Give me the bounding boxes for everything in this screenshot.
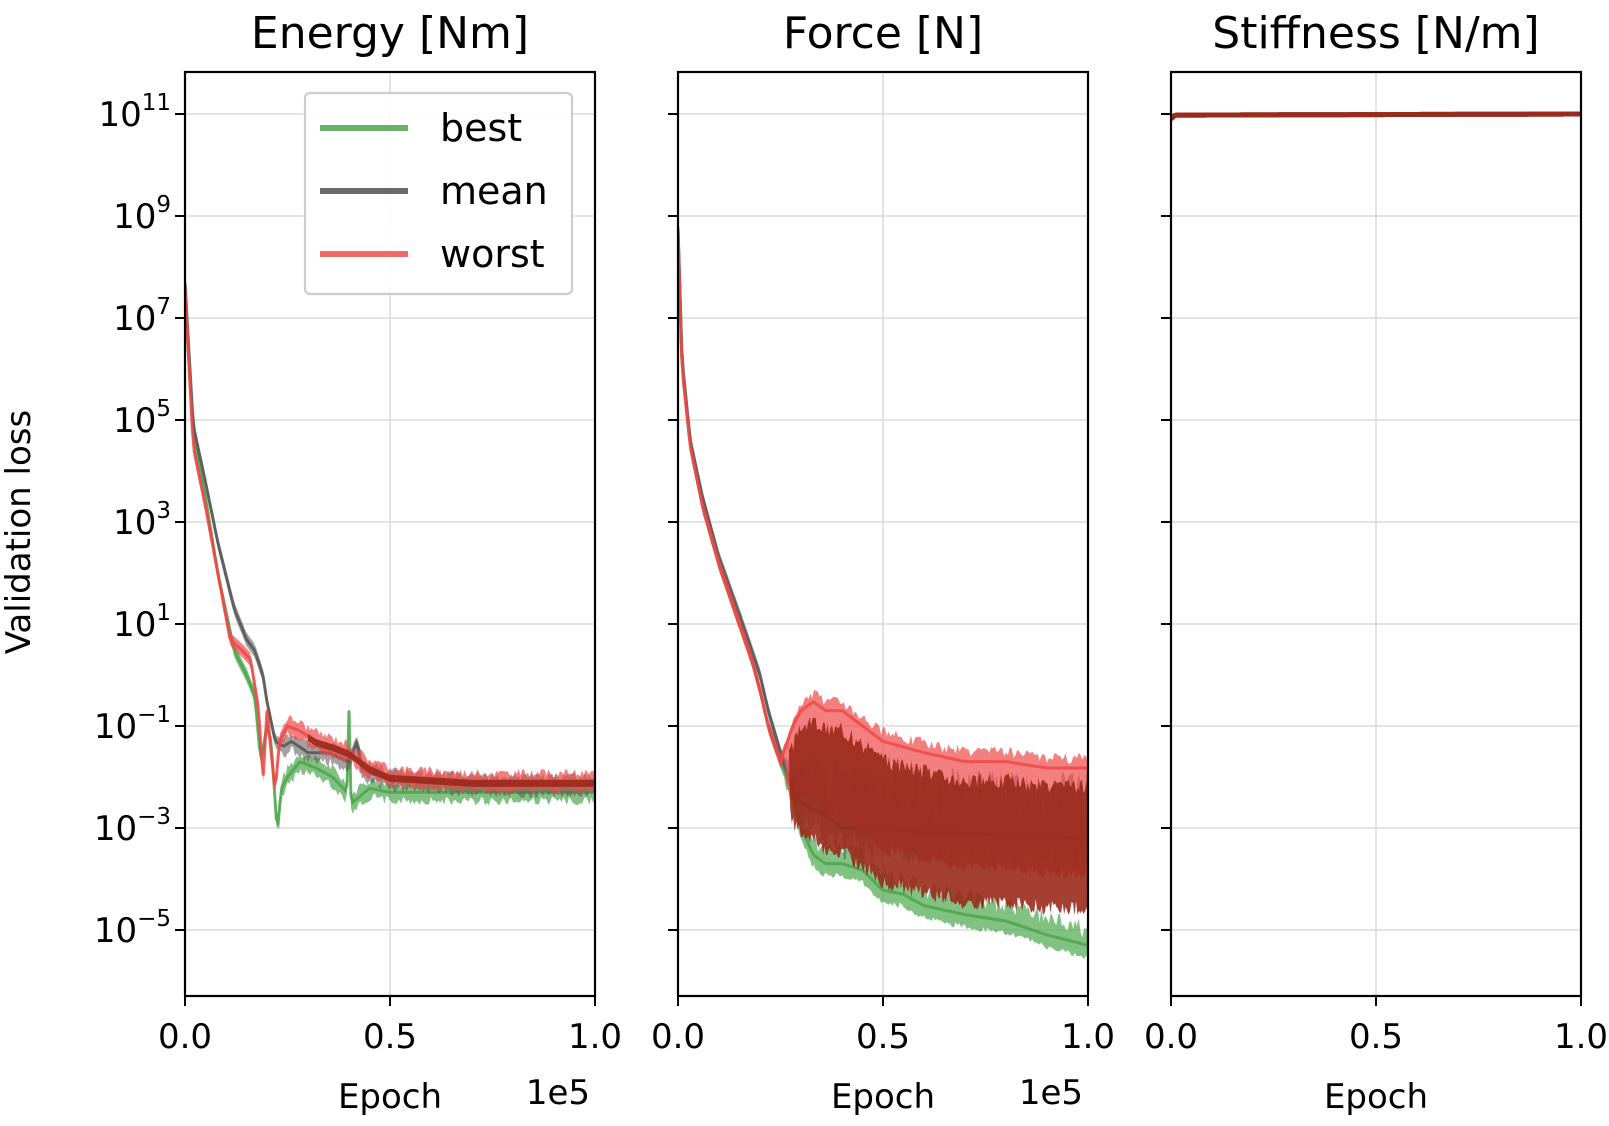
x-tick-label: 0.0 (1144, 1017, 1198, 1057)
y-tick-label: 10−5 (94, 906, 171, 951)
x-tick-label: 1.0 (1554, 1017, 1608, 1057)
legend: best mean worst (303, 91, 574, 296)
series-overlap-band (788, 717, 1088, 916)
y-tick-label: 109 (113, 192, 171, 237)
panel-title: Force [N] (783, 8, 983, 59)
y-tick-label: 105 (113, 396, 171, 441)
legend-box (303, 91, 574, 296)
panel-1: 1011 109 107 105 103 101 10−1 10−3 10−5 0.0 0.5 1.0… (94, 8, 622, 1117)
y-tick-label: 10−1 (94, 702, 171, 747)
y-tick-label: 1011 (98, 90, 171, 135)
y-tick-label: 10−3 (94, 804, 171, 849)
x-offset-label: 1e5 (526, 1073, 590, 1113)
panels: 1011 109 107 105 103 101 10−1 10−3 10−5 0.0 0.5 1.0… (94, 8, 1608, 1117)
series-group (185, 275, 595, 830)
x-tick-label: 0.5 (363, 1017, 417, 1057)
legend-label-mean: mean (440, 169, 548, 213)
legend-label-best: best (440, 106, 522, 150)
legend-label-worst: worst (440, 232, 545, 276)
y-tick-label: 101 (113, 600, 171, 645)
series-line-worst (1171, 111, 1581, 121)
x-axis-label: Epoch (1324, 1077, 1428, 1117)
x-tick-label: 0.0 (158, 1017, 212, 1057)
panel-title: Energy [Nm] (251, 8, 529, 59)
series-overlap-band (308, 734, 595, 787)
series-group (678, 220, 1088, 960)
y-tick-label: 103 (113, 498, 171, 543)
series-group (1171, 111, 1581, 121)
x-axis-label: Epoch (831, 1077, 935, 1117)
y-axis-label: Validation loss (0, 410, 39, 654)
series-line-worst (678, 231, 1088, 770)
x-tick-label: 1.0 (568, 1017, 622, 1057)
x-offset-label: 1e5 (1019, 1073, 1083, 1113)
x-tick-label: 0.5 (1349, 1017, 1403, 1057)
panel-2: 0.0 0.5 1.0 Force [N] Epoch 1e5 (651, 8, 1115, 1117)
panel-title: Stiffness [N/m] (1212, 8, 1539, 59)
x-axis-label: Epoch (338, 1077, 442, 1117)
x-tick-label: 1.0 (1061, 1017, 1115, 1057)
panel-3: 0.0 0.5 1.0 Stiffness [N/m] Epoch (1144, 8, 1608, 1117)
x-tick-label: 0.0 (651, 1017, 705, 1057)
x-tick-label: 0.5 (856, 1017, 910, 1057)
y-tick-label: 107 (113, 294, 171, 339)
